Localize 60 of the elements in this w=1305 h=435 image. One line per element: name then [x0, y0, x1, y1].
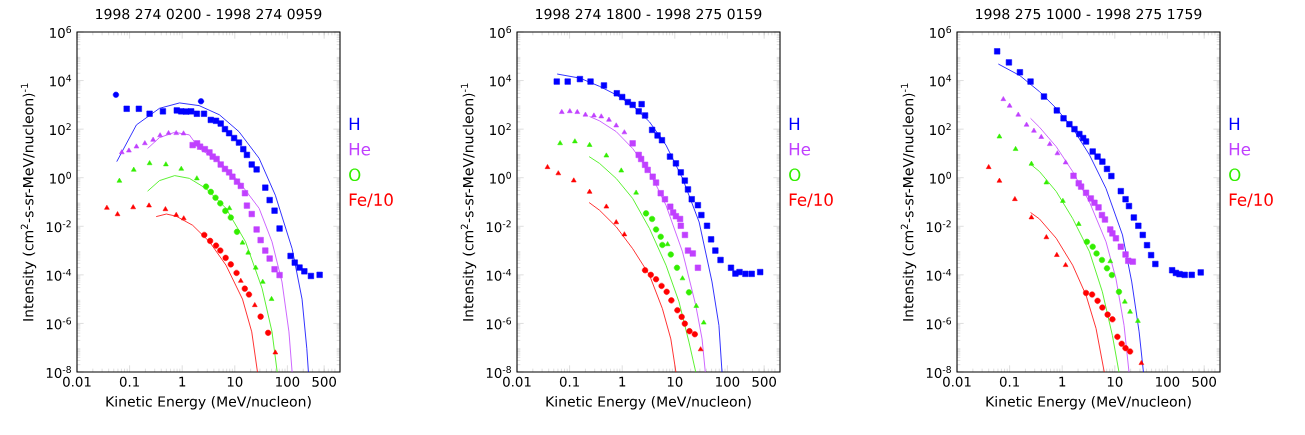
x-tick-label: 1	[179, 376, 186, 387]
text: Fe/10	[349, 193, 393, 208]
x-tick-label: 0.1	[119, 376, 139, 387]
text: Fe/10	[789, 193, 833, 208]
x-tick-label: 500	[752, 376, 777, 387]
x-tick-label: 10	[227, 376, 243, 387]
x-tick-label: 0.1	[999, 376, 1019, 387]
y-tick-label: 10$^{2}$	[490, 123, 511, 136]
y-tick-label: 10$^{6}$	[930, 26, 952, 38]
x-tick-label: 0.01	[503, 376, 531, 387]
text: H	[1229, 117, 1240, 130]
y-tick-label: 10$^{6}$	[50, 26, 72, 38]
y-axis-title: Intensity (cm$^{2}$-s-sr-MeV/nucleon)$^{-1}$	[460, 83, 477, 321]
x-tick-label: 1	[619, 376, 626, 387]
y-tick-label: 10$^{-2}$	[46, 220, 71, 233]
x-axis-title: Kinetic Energy (MeV/nucleon)	[546, 395, 751, 410]
y-tick-label: 10$^{-4}$	[46, 268, 72, 281]
y-axis-title: Intensity (cm$^{2}$-s-sr-MeV/nucleon)$^{-1}$	[900, 83, 917, 321]
y-tick-label: 10$^{-6}$	[46, 317, 72, 330]
x-tick-label: 100	[1156, 376, 1180, 387]
x-tick-label: 10	[667, 376, 683, 387]
text: H	[789, 117, 800, 130]
y-tick-label: 10$^{4}$	[50, 74, 72, 87]
chart-title: 1998 275 1000 - 1998 275 1759	[976, 8, 1202, 20]
y-tick-label: 10$^{2}$	[930, 123, 951, 136]
x-tick-label: 1	[1059, 376, 1066, 387]
text: He	[349, 143, 371, 156]
y-tick-label: 10$^{0}$	[490, 171, 511, 184]
y-tick-label: 10$^{6}$	[490, 26, 512, 38]
text: O	[789, 168, 801, 182]
y-tick-label: 10$^{-4}$	[486, 268, 512, 281]
y-tick-label: 10$^{2}$	[50, 123, 71, 136]
x-tick-label: 0.1	[559, 376, 579, 387]
x-tick-label: 10	[1107, 376, 1123, 387]
x-tick-label: 100	[716, 376, 740, 387]
x-tick-label: 500	[312, 376, 337, 387]
x-tick-label: 500	[1192, 376, 1217, 387]
text: He	[1229, 143, 1251, 156]
y-tick-label: 10$^{-4}$	[926, 268, 952, 281]
x-axis-title: Kinetic Energy (MeV/nucleon)	[106, 395, 311, 410]
y-tick-label: 10$^{-2}$	[486, 220, 511, 233]
text: He	[789, 143, 811, 156]
chart-title: 1998 274 0200 - 1998 274 0959	[96, 8, 322, 20]
text: O	[1229, 168, 1241, 182]
x-axis-title: Kinetic Energy (MeV/nucleon)	[986, 395, 1191, 410]
x-tick-label: 0.01	[943, 376, 971, 387]
y-tick-label: 10$^{-6}$	[926, 317, 952, 330]
text: O	[349, 168, 361, 182]
y-tick-label: 10$^{-2}$	[926, 220, 951, 233]
y-tick-label: 10$^{4}$	[930, 74, 952, 87]
y-tick-label: 10$^{0}$	[930, 171, 952, 184]
text: H	[349, 117, 360, 130]
text: Fe/10	[1229, 193, 1273, 208]
y-axis-title: Intensity (cm$^{2}$-s-sr-MeV/nucleon)$^{-1}$	[20, 83, 37, 321]
y-tick-label: 10$^{-6}$	[486, 317, 512, 330]
y-tick-label: 10$^{0}$	[50, 171, 71, 184]
chart-title: 1998 274 1800 - 1998 275 0159	[536, 8, 762, 20]
x-tick-label: 0.01	[63, 376, 91, 387]
y-tick-label: 10$^{4}$	[490, 74, 512, 87]
x-tick-label: 100	[276, 376, 300, 387]
